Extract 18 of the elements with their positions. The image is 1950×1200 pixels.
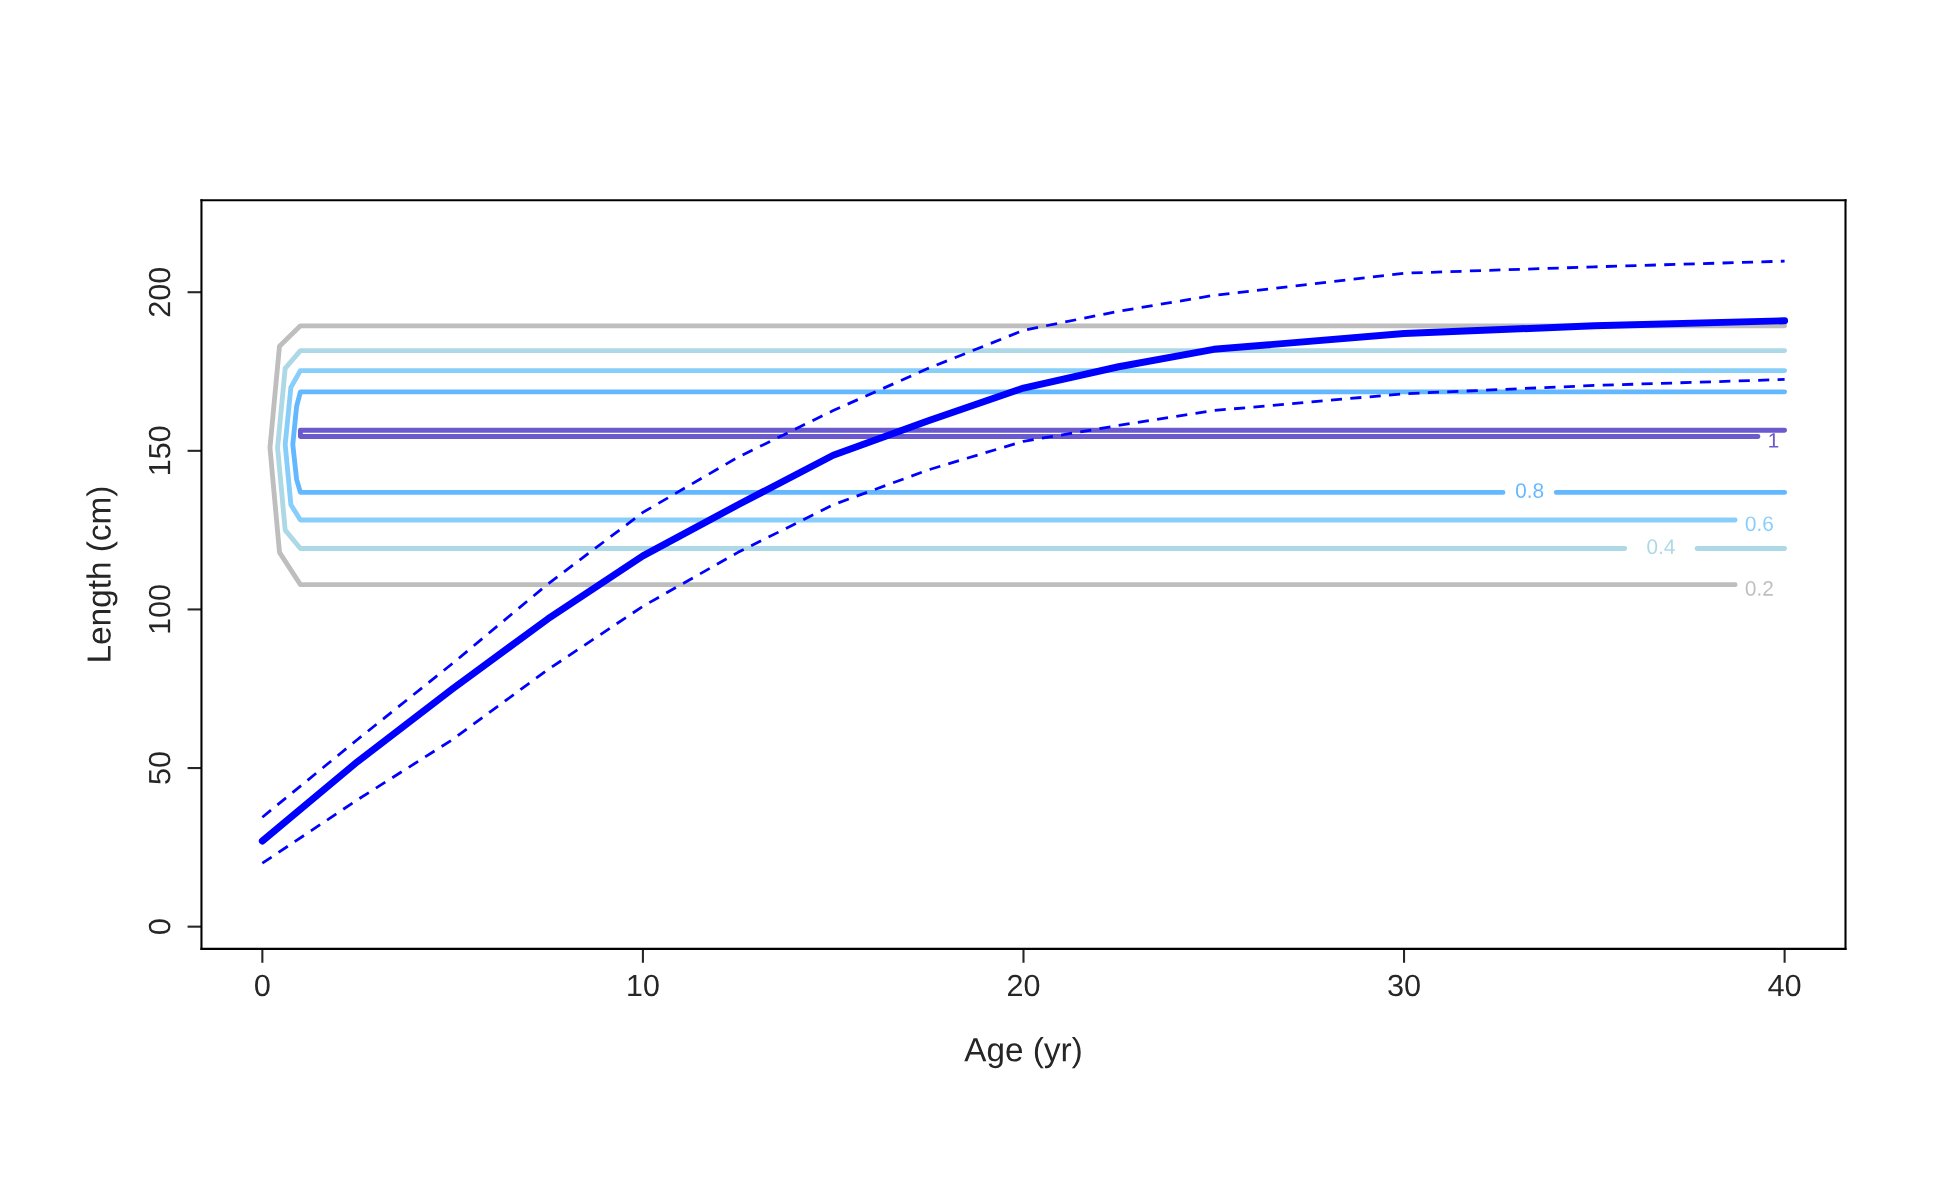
series-label: 0.8 <box>1515 483 1544 498</box>
y-axis-title: Length (cm) <box>86 487 118 661</box>
series-label: 0.6 <box>1745 516 1773 532</box>
y-tick-label: 50 <box>148 752 171 784</box>
line-series <box>260 378 1786 865</box>
x-tick-label: 10 <box>628 974 659 997</box>
x-tick-label: 20 <box>1008 974 1040 997</box>
y-tick-label: 100 <box>148 585 171 633</box>
x-tick-label: 30 <box>1388 974 1420 997</box>
x-tick-label: 40 <box>1768 974 1801 997</box>
y-tick-label: 200 <box>148 267 171 317</box>
series-label: 1 <box>1769 433 1779 448</box>
y-tick-label: 0 <box>148 919 171 934</box>
series-label: 0.2 <box>1745 581 1773 596</box>
y-tick-label: 150 <box>148 426 171 474</box>
series-label: 0.4 <box>1647 539 1675 555</box>
x-axis-title: Age (yr) <box>964 1037 1081 1069</box>
x-tick-label: 0 <box>255 974 270 997</box>
